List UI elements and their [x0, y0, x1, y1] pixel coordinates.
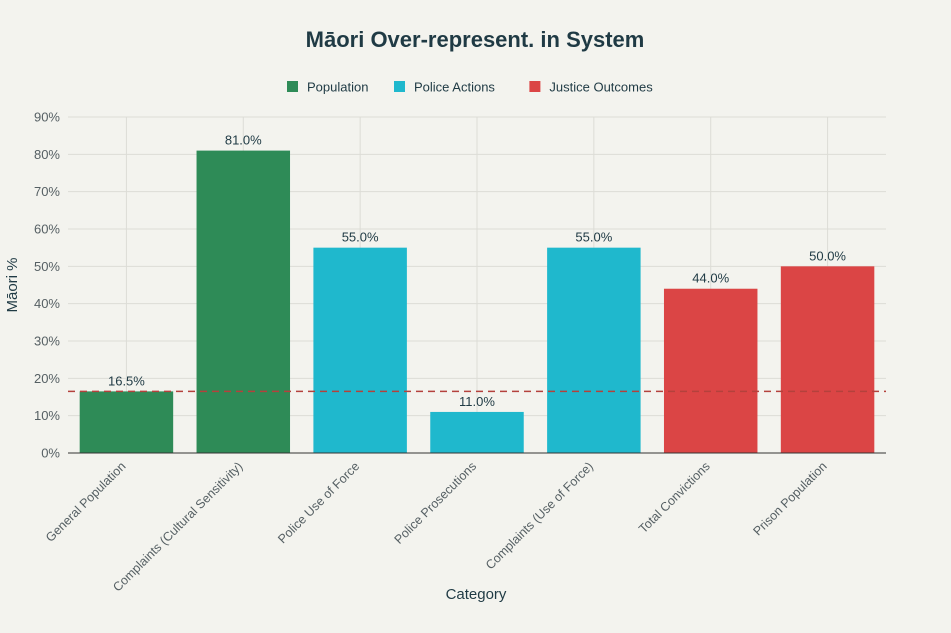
- legend-label-justice-outcomes: Justice Outcomes: [549, 80, 653, 95]
- x-axis-title: Category: [446, 586, 507, 603]
- bar-value-label: 55.0%: [342, 230, 379, 245]
- bar-value-label: 50.0%: [809, 248, 846, 263]
- legend-swatch-police-actions: [394, 81, 405, 92]
- y-tick-label: 10%: [34, 408, 60, 423]
- bar: [547, 247, 641, 453]
- bar-value-label: 11.0%: [459, 394, 495, 409]
- x-tick-label: Complaints (Use of Force): [483, 459, 596, 572]
- x-tick-label: Police Prosecutions: [392, 459, 480, 547]
- legend-label-population: Population: [307, 80, 368, 95]
- y-tick-label: 60%: [34, 222, 60, 237]
- bar-value-label: 55.0%: [575, 230, 612, 245]
- x-tick-label: Police Use of Force: [275, 459, 362, 546]
- y-tick-label: 50%: [34, 259, 60, 274]
- bar: [663, 288, 758, 453]
- bar: [79, 391, 174, 453]
- y-tick-label: 70%: [34, 184, 60, 199]
- bar-value-label: 81.0%: [225, 133, 262, 148]
- bar: [430, 411, 524, 453]
- bars: [79, 150, 875, 453]
- legend-swatch-justice-outcomes: [529, 81, 541, 92]
- bar: [780, 266, 875, 453]
- legend-swatch-population: [287, 81, 298, 92]
- legend: Population Police Actions Justice Outcomes: [287, 80, 653, 95]
- bar-labels: 16.5% 81.0% 55.0% 11.0% 55.0% 44.0% 50.0%: [108, 133, 846, 409]
- bar-value-label: 44.0%: [692, 271, 729, 286]
- bar: [196, 150, 291, 453]
- y-tick-label: 90%: [34, 110, 60, 125]
- x-tick-label: Prison Population: [751, 459, 830, 538]
- x-tick-label: General Population: [43, 459, 129, 545]
- legend-label-police-actions: Police Actions: [414, 80, 495, 95]
- bar: [313, 247, 407, 453]
- y-tick-label: 40%: [34, 296, 60, 311]
- y-tick-label: 80%: [34, 147, 60, 162]
- y-tick-label: 20%: [34, 371, 60, 386]
- y-axis-title: Māori %: [4, 257, 21, 312]
- y-tick-label: 0%: [41, 446, 60, 461]
- y-tick-label: 30%: [34, 334, 60, 349]
- x-tick-label: Total Convictions: [636, 459, 713, 536]
- y-axis-ticks: 0% 10% 20% 30% 40% 50% 60% 70% 80% 90%: [34, 110, 60, 461]
- bar-value-label: 16.5%: [108, 373, 145, 388]
- x-tick-label: Complaints (Cultural Sensitivity): [110, 459, 245, 594]
- chart-title: Māori Over-represent. in System: [306, 27, 645, 52]
